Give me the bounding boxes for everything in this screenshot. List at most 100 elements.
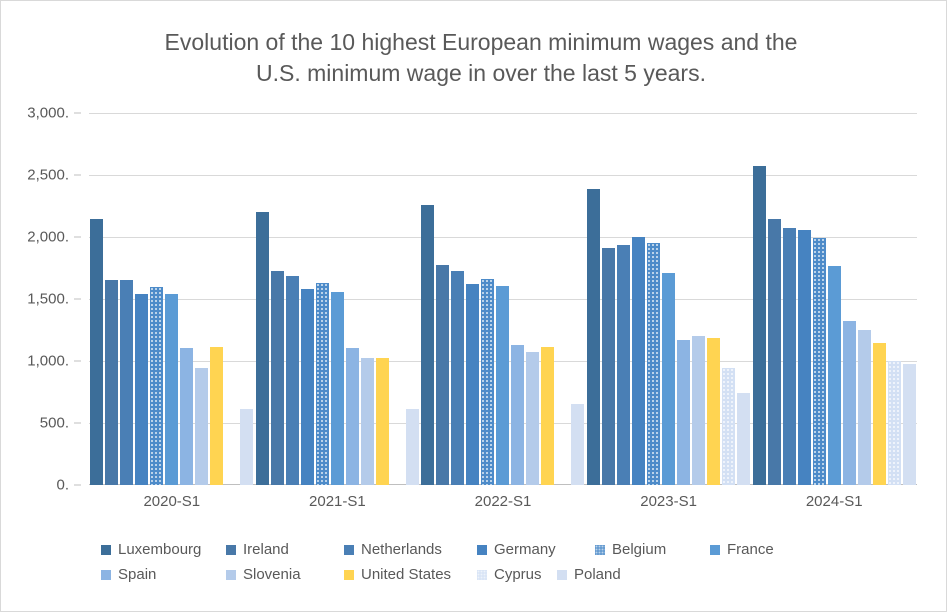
bar-group [255, 113, 421, 485]
bar [662, 273, 676, 485]
bar [300, 288, 314, 485]
bar [195, 368, 209, 485]
bar [511, 345, 525, 485]
bar [165, 294, 179, 485]
bar [330, 292, 344, 485]
y-axis-tick-label: 500. [39, 414, 69, 432]
legend-swatch-icon [477, 544, 487, 555]
x-axis-tick-label: 2022-S1 [474, 493, 532, 510]
legend-label: Luxembourg [118, 541, 202, 558]
y-axis-tick-label: 1,500. [27, 290, 69, 308]
legend-swatch-icon [557, 569, 567, 580]
bar [797, 230, 811, 485]
bar [707, 338, 721, 485]
bar [602, 248, 616, 485]
y-axis-tick-mark [74, 422, 81, 424]
gridline [89, 175, 917, 176]
legend-swatch-icon [226, 544, 236, 555]
bar [496, 286, 510, 485]
bar [526, 351, 540, 485]
x-axis-tick-label: 2024-S1 [805, 493, 863, 510]
chart-legend: Luxembourg Ireland Netherlands Germany Belgi… [101, 537, 901, 587]
legend-label: Ireland [243, 541, 289, 558]
y-axis-tick-label: 2,000. [27, 228, 69, 246]
plot-area [89, 113, 917, 485]
legend-item-netherlands[interactable]: Netherlands [344, 541, 477, 558]
bar [617, 245, 631, 485]
legend-item-ireland[interactable]: Ireland [226, 541, 344, 558]
bar [887, 361, 901, 485]
bar [451, 271, 465, 485]
legend-label: United States [361, 566, 452, 583]
legend-label: Belgium [612, 541, 667, 558]
gridline [89, 113, 917, 114]
y-axis-tick-mark [74, 484, 81, 486]
bar [105, 279, 119, 485]
legend-swatch-icon [344, 569, 354, 580]
legend-swatch-icon [101, 544, 111, 555]
y-axis-tick-label: 1,000. [27, 352, 69, 370]
bar [345, 347, 359, 485]
legend-item-belgium[interactable]: Belgium [595, 541, 710, 558]
bar [587, 189, 601, 485]
legend-row: Luxembourg Ireland Netherlands Germany Belgi… [101, 537, 901, 562]
y-axis: 0. 500. 1,000. 1,500. 2,000. 2,500. 3,000. [1, 105, 81, 494]
bar [405, 408, 419, 485]
bar [466, 284, 480, 485]
bar-group [420, 113, 586, 485]
legend-swatch-icon [344, 544, 354, 555]
bar [857, 329, 871, 485]
bar [647, 242, 661, 485]
legend-item-slovenia[interactable]: Slovenia [226, 566, 344, 583]
legend-item-germany[interactable]: Germany [477, 541, 595, 558]
y-axis-tick-label: 2,500. [27, 166, 69, 184]
legend-item-luxembourg[interactable]: Luxembourg [101, 541, 226, 558]
bar [827, 265, 841, 485]
bar [150, 287, 164, 485]
bar [677, 340, 691, 485]
bar [421, 205, 435, 485]
legend-item-spain[interactable]: Spain [101, 566, 226, 583]
y-axis-tick-mark [74, 360, 81, 362]
bar [210, 346, 224, 485]
x-axis: 2020-S1 2021-S1 2022-S1 2023-S1 2024-S1 [89, 493, 917, 517]
bar [315, 283, 329, 485]
bar-group [89, 113, 255, 485]
y-axis-tick-mark [74, 174, 81, 176]
y-axis-tick-mark [74, 298, 81, 300]
legend-swatch-icon [477, 569, 487, 580]
bar [571, 403, 585, 485]
legend-label: Slovenia [243, 566, 301, 583]
gridline [89, 237, 917, 238]
y-axis-tick-label: 0. [56, 476, 69, 494]
legend-swatch-icon [595, 544, 605, 555]
x-axis-tick-label: 2023-S1 [640, 493, 697, 510]
legend-item-poland[interactable]: Poland [557, 566, 647, 583]
legend-swatch-icon [710, 544, 720, 555]
x-axis-tick-label: 2021-S1 [309, 493, 366, 510]
legend-label: Germany [494, 541, 556, 558]
bar [90, 219, 104, 485]
bar [240, 409, 254, 485]
bar [120, 279, 134, 485]
bar [270, 271, 284, 485]
legend-row: Spain Slovenia United States Cyprus Poland [101, 562, 901, 587]
legend-label: Netherlands [361, 541, 442, 558]
legend-item-france[interactable]: France [710, 541, 800, 558]
bar [360, 357, 374, 485]
y-axis-tick-mark [74, 112, 81, 114]
legend-label: Spain [118, 566, 157, 583]
bar [812, 237, 826, 485]
y-axis-tick-label: 3,000. [27, 104, 69, 122]
bar-group [586, 113, 752, 485]
legend-item-cyprus[interactable]: Cyprus [477, 566, 557, 583]
bar [902, 363, 916, 485]
bar [782, 228, 796, 485]
bar [722, 368, 736, 485]
bar [737, 392, 751, 485]
legend-swatch-icon [226, 569, 236, 580]
chart-title: Evolution of the 10 highest European min… [164, 29, 798, 86]
legend-item-united-states[interactable]: United States [344, 566, 477, 583]
bar-group [751, 113, 917, 485]
legend-label: France [727, 541, 774, 558]
